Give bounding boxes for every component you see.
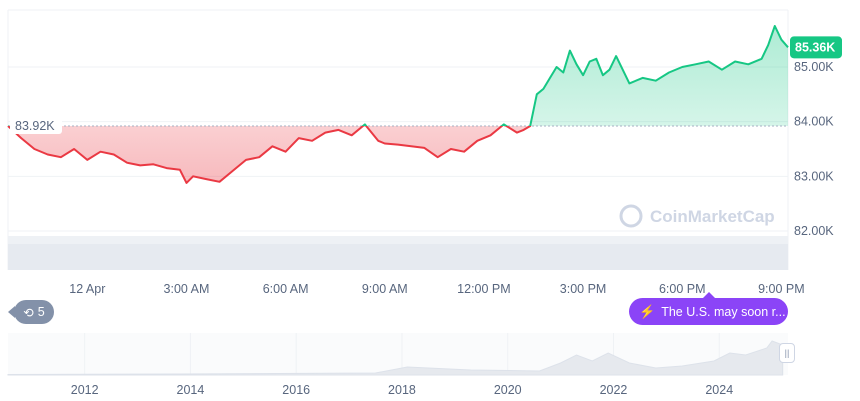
news-caret xyxy=(703,292,715,298)
x-axis-labels: 12 Apr 3:00 AM 6:00 AM 9:00 AM 12:00 PM 3:00 … xyxy=(69,282,804,296)
overview-year-label: 2016 xyxy=(282,383,310,397)
horizontal-gridlines xyxy=(8,66,788,232)
watermark: CoinMarketCap xyxy=(619,204,775,228)
news-event-text: The U.S. may soon r... xyxy=(661,304,786,319)
overview-year-label: 2012 xyxy=(71,383,99,397)
price-line-above xyxy=(7,25,789,127)
y-tick-label: 84.00K xyxy=(794,115,834,129)
x-tick-label: 12 Apr xyxy=(69,282,105,296)
y-axis-labels: 85.00K 84.00K 83.00K 82.00K xyxy=(794,60,834,238)
overview-year-label: 2024 xyxy=(705,383,733,397)
x-tick-label: 6:00 AM xyxy=(263,282,309,296)
lightning-icon: ⚡ xyxy=(639,303,656,319)
overview-year-label: 2022 xyxy=(600,383,628,397)
x-tick-label: 9:00 PM xyxy=(758,282,805,296)
x-tick-label: 3:00 AM xyxy=(164,282,210,296)
history-caret xyxy=(8,306,15,318)
watermark-text: CoinMarketCap xyxy=(650,207,775,226)
range-handle[interactable]: || xyxy=(779,343,795,363)
area-above-open xyxy=(8,26,788,127)
overview-year-label: 2020 xyxy=(494,383,522,397)
history-count: 5 xyxy=(37,305,45,319)
y-tick-label: 85.00K xyxy=(794,60,834,74)
open-price-label: 83.92K xyxy=(10,118,62,135)
y-tick-label: 83.00K xyxy=(794,169,834,183)
price-area-fills xyxy=(8,26,788,183)
overview-year-label: 2014 xyxy=(177,383,205,397)
overview-range-chart[interactable]: 2012 2014 2016 2018 2020 2022 2024 xyxy=(7,333,788,397)
overview-history-area xyxy=(7,340,784,376)
x-tick-label: 6:00 PM xyxy=(659,282,706,296)
overview-year-label: 2018 xyxy=(388,383,416,397)
current-price-badge: 85.36K xyxy=(790,36,842,59)
volume-band xyxy=(8,236,788,270)
news-event-button[interactable]: ⚡ The U.S. may soon r... xyxy=(629,298,788,325)
price-line-below xyxy=(7,126,532,184)
y-tick-label: 82.00K xyxy=(794,224,834,238)
history-icon: ⟲ xyxy=(23,305,34,320)
x-tick-label: 9:00 AM xyxy=(362,282,408,296)
x-tick-label: 3:00 PM xyxy=(560,282,607,296)
coinmarketcap-logo-icon xyxy=(619,204,643,228)
price-lines xyxy=(7,25,789,184)
current-price-text: 85.36K xyxy=(795,40,835,54)
x-tick-label: 12:00 PM xyxy=(457,282,511,296)
area-below-open xyxy=(8,126,531,183)
open-price-text: 83.92K xyxy=(15,119,55,133)
history-button[interactable]: ⟲ 5 xyxy=(14,300,54,324)
